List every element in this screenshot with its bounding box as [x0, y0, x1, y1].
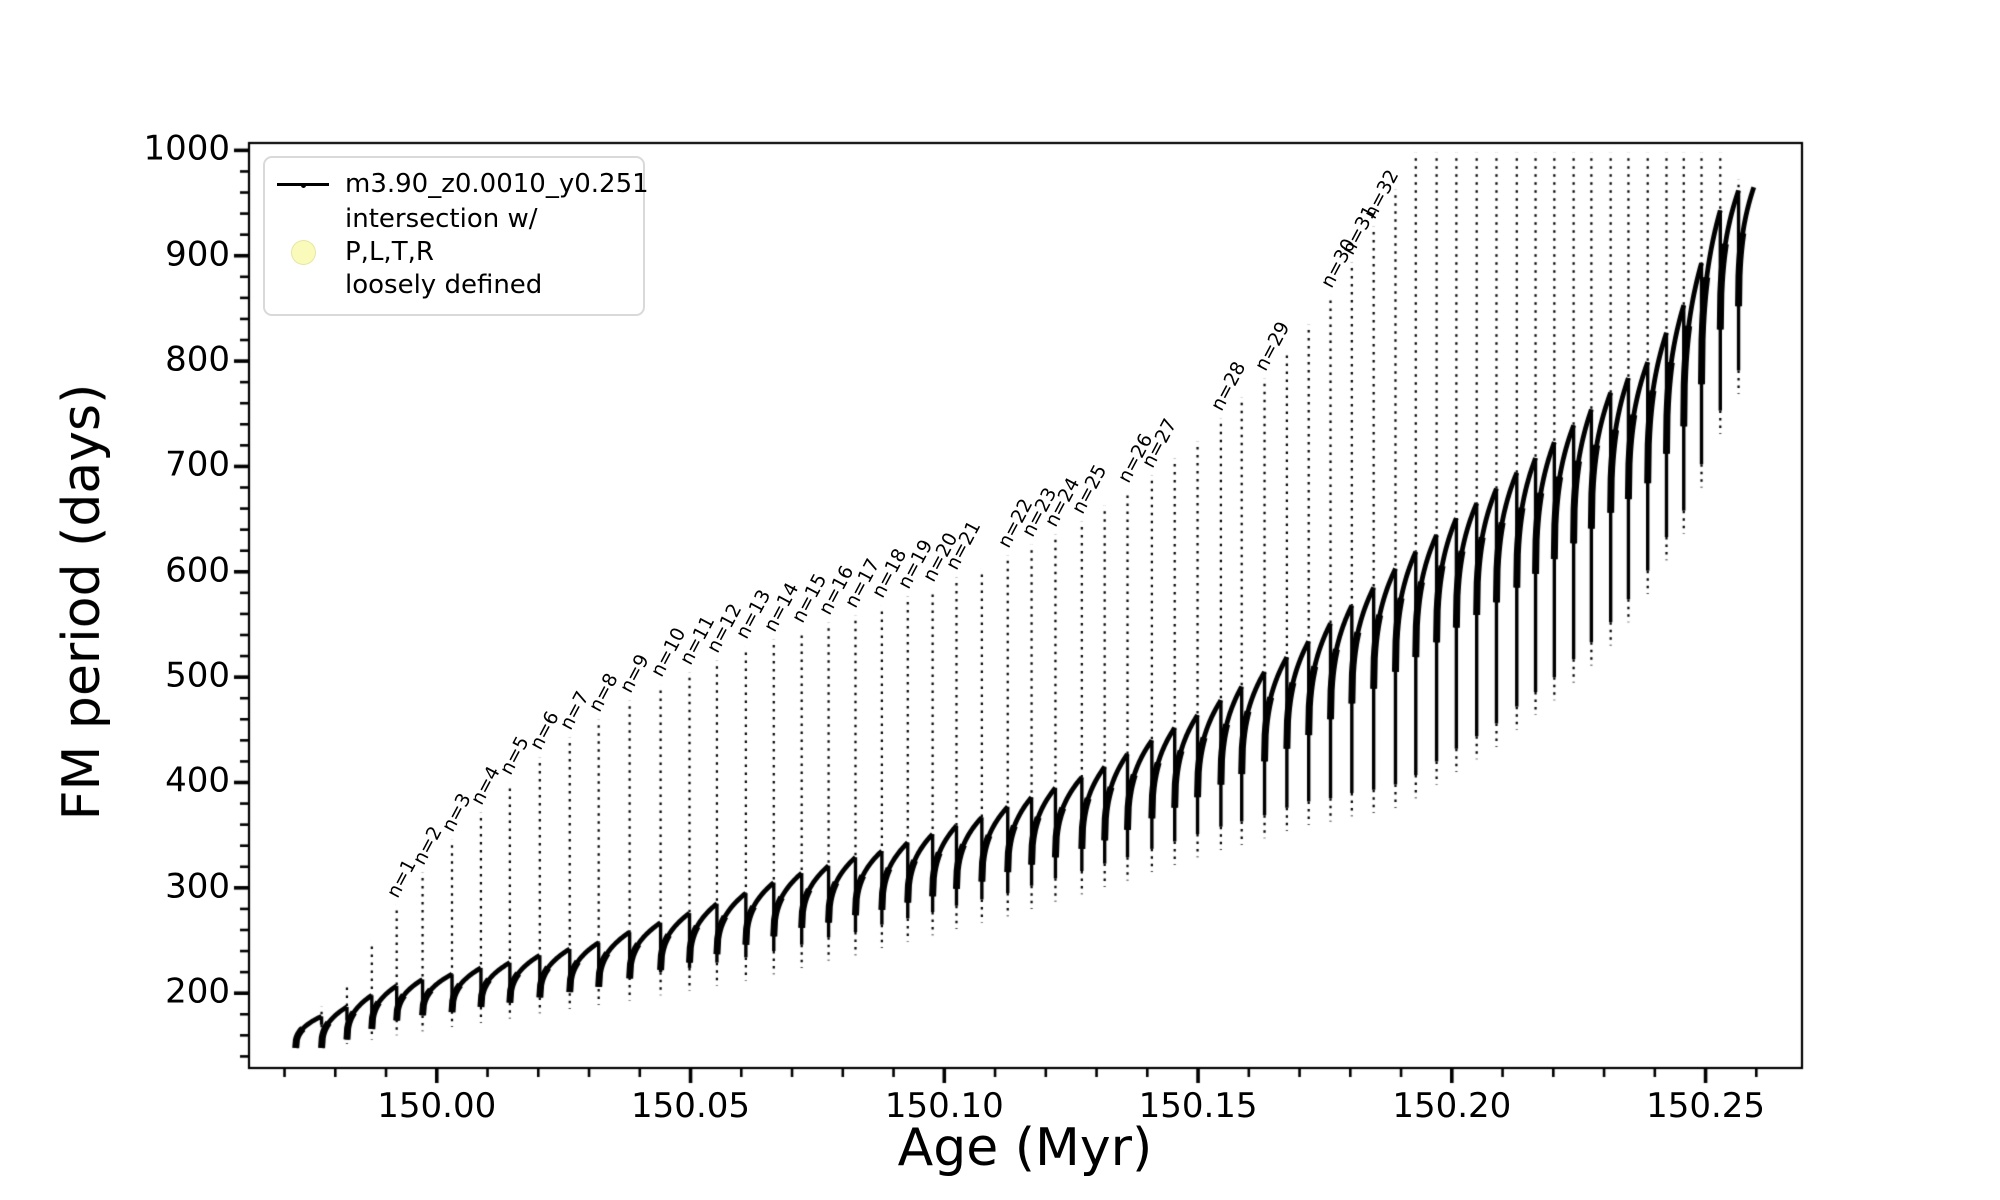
x-tick-label: 150.10	[884, 1086, 1004, 1126]
x-tick-label: 150.15	[1138, 1086, 1258, 1126]
legend-series-label: m3.90_z0.0010_y0.251	[345, 169, 649, 199]
legend-entry-series: m3.90_z0.0010_y0.251	[275, 168, 649, 201]
x-tick-label: 150.25	[1646, 1086, 1766, 1126]
y-tick-label: 600	[165, 550, 230, 591]
y-tick-label: 400	[165, 760, 230, 801]
circle-marker-icon	[275, 240, 331, 265]
y-tick-label: 800	[165, 339, 230, 380]
y-tick-label: 300	[165, 866, 230, 907]
y-tick-label: 900	[165, 234, 230, 275]
x-tick-label: 150.05	[631, 1086, 751, 1126]
x-tick-label: 150.20	[1392, 1086, 1512, 1126]
legend-intersection-label: intersection w/ P,L,T,R loosely defined	[345, 204, 543, 300]
x-axis-label: Age (Myr)	[897, 1118, 1153, 1178]
legend-entry-intersection: intersection w/ P,L,T,R loosely defined	[275, 203, 631, 302]
y-tick-label: 1000	[143, 128, 230, 169]
y-tick-label: 500	[165, 655, 230, 696]
x-tick-label: 150.00	[377, 1086, 497, 1126]
legend: m3.90_z0.0010_y0.251 intersection w/ P,L…	[263, 156, 649, 316]
line-marker-icon	[275, 183, 331, 188]
y-tick-label: 700	[165, 444, 230, 485]
y-tick-label: 200	[165, 971, 230, 1012]
